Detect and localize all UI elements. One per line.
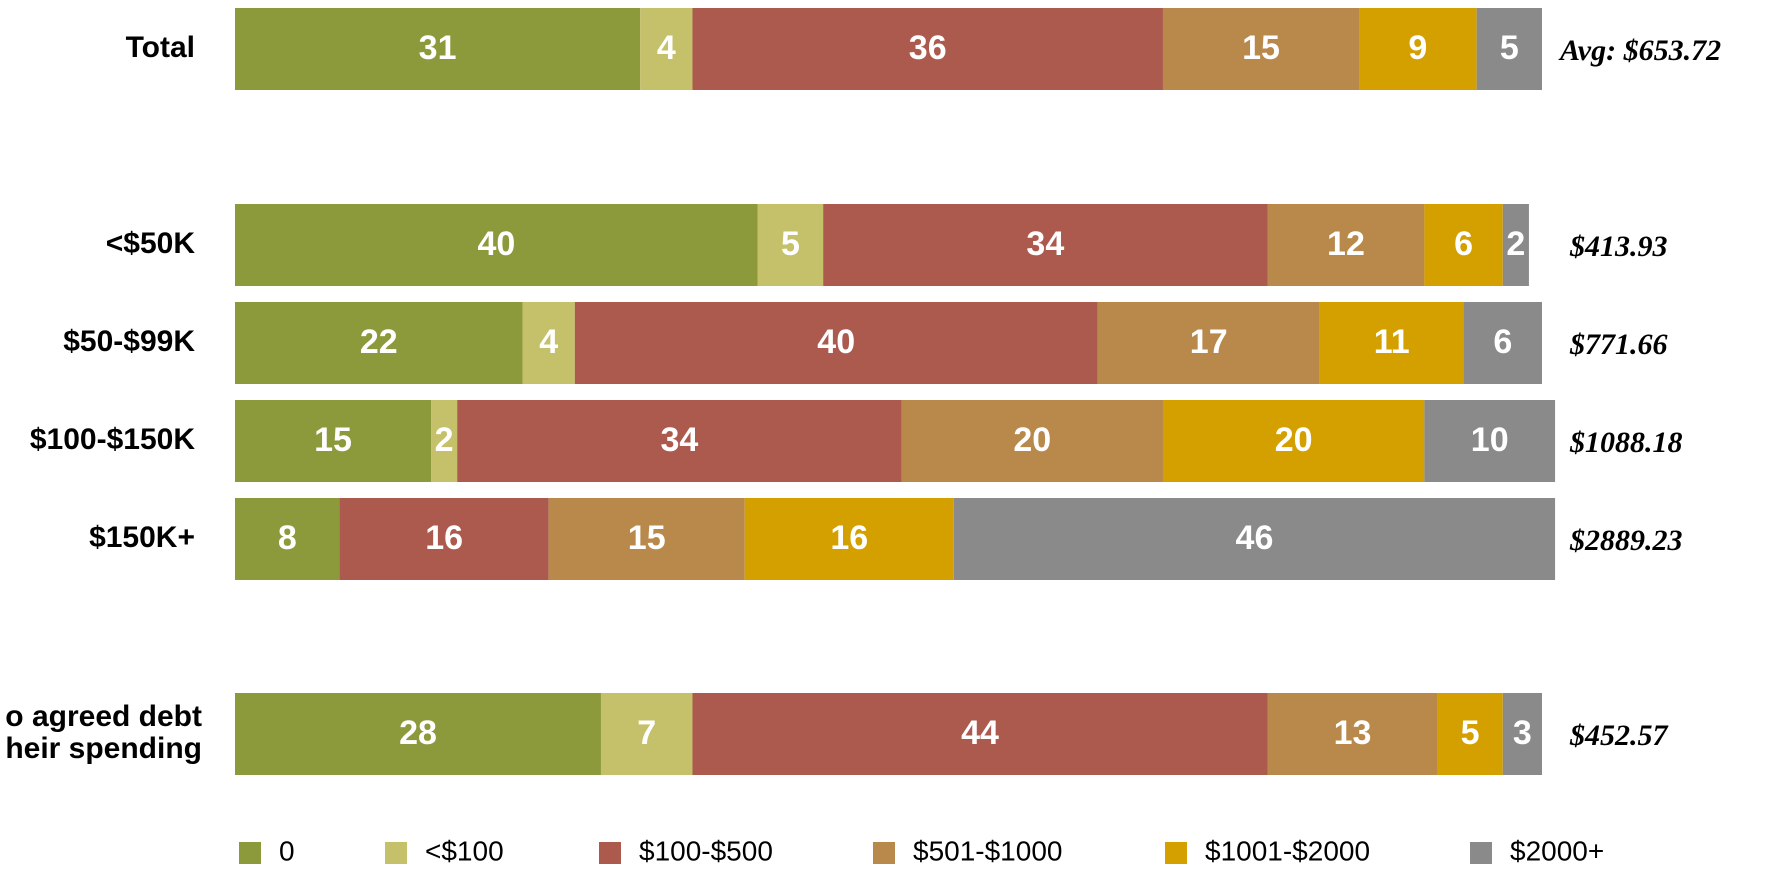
bar-segment: [431, 400, 458, 482]
category-label: o agreed debt heir spending: [5, 700, 202, 765]
legend-label: $100-$500: [639, 835, 773, 866]
annotation: $452.57: [1569, 719, 1669, 752]
legend-label: <$100: [425, 835, 504, 866]
value-label: 6: [1493, 323, 1512, 361]
bar-segment: [457, 400, 902, 482]
bar-segment: [574, 302, 1098, 384]
legend-swatch: [599, 842, 621, 864]
bar-segment: [1162, 8, 1360, 90]
bar-segment: [692, 8, 1163, 90]
value-label: 40: [477, 225, 515, 263]
value-label: 11: [1374, 323, 1410, 361]
bar-segment: [901, 400, 1163, 482]
bar-segment: [600, 693, 693, 775]
value-label: 5: [1461, 714, 1480, 752]
value-label: 5: [781, 225, 800, 263]
value-label: 2: [1506, 225, 1525, 263]
value-label: 5: [1500, 29, 1519, 67]
category-label: $150K+: [89, 521, 195, 554]
bar-segment: [235, 204, 758, 286]
bar-segment: [1476, 8, 1542, 90]
bar-segment: [1267, 204, 1425, 286]
bar-segment: [953, 498, 1556, 580]
legend-swatch: [1165, 842, 1187, 864]
bar-segment: [640, 8, 693, 90]
value-label: 13: [1334, 714, 1372, 752]
category-label: $50-$99K: [63, 325, 195, 358]
value-label: 10: [1471, 421, 1509, 459]
category-label: $100-$150K: [30, 423, 195, 456]
value-label: 28: [399, 714, 437, 752]
annotation: $1088.18: [1569, 426, 1683, 459]
legend-swatch: [873, 842, 895, 864]
bar-segment: [235, 498, 340, 580]
bar-segment: [744, 498, 954, 580]
bar-segment: [1463, 302, 1542, 384]
legend-swatch: [239, 842, 261, 864]
value-label: 2: [435, 421, 454, 459]
bar-segment: [1267, 693, 1438, 775]
bar-segment: [1162, 400, 1425, 482]
legend-label: 0: [279, 835, 295, 866]
bar-segment: [692, 693, 1268, 775]
value-label: 16: [425, 519, 463, 557]
annotation: $771.66: [1569, 328, 1668, 361]
legend-swatch: [385, 842, 407, 864]
bar-segment: [522, 302, 575, 384]
value-label: 15: [628, 519, 666, 557]
value-label: 7: [637, 714, 656, 752]
category-label: <$50K: [106, 227, 196, 260]
value-label: 4: [539, 323, 558, 361]
value-label: 40: [817, 323, 855, 361]
value-label: 46: [1236, 519, 1274, 557]
bar-segment: [1502, 204, 1529, 286]
legend-label: $1001-$2000: [1205, 835, 1370, 866]
bar-segment: [1097, 302, 1320, 384]
value-label: 17: [1190, 323, 1228, 361]
annotation: Avg: $653.72: [1558, 34, 1721, 67]
value-label: 4: [657, 29, 676, 67]
value-label: 12: [1327, 225, 1365, 263]
bar-segment: [235, 8, 641, 90]
annotation: $413.93: [1569, 230, 1668, 263]
value-label: 34: [660, 421, 698, 459]
legend-swatch: [1470, 842, 1492, 864]
bar-segment: [235, 693, 601, 775]
bar-segment: [1424, 204, 1503, 286]
bar-segment: [1424, 400, 1556, 482]
value-label: 36: [909, 29, 947, 67]
value-label: 15: [1242, 29, 1280, 67]
bar-segment: [1502, 693, 1542, 775]
bar-segment: [823, 204, 1268, 286]
value-label: 22: [360, 323, 398, 361]
value-label: 20: [1013, 421, 1051, 459]
legend-label: $2000+: [1510, 835, 1604, 866]
value-label: 9: [1408, 29, 1427, 67]
value-label: 6: [1454, 225, 1473, 263]
annotation: $2889.23: [1569, 524, 1683, 557]
bar-segment: [235, 400, 432, 482]
legend-label: $501-$1000: [913, 835, 1062, 866]
bar-segment: [757, 204, 824, 286]
value-label: 44: [961, 714, 999, 752]
bar-segment: [548, 498, 745, 580]
bar-segment: [339, 498, 549, 580]
value-label: 20: [1275, 421, 1313, 459]
value-label: 8: [278, 519, 297, 557]
value-label: 16: [830, 519, 868, 557]
bar-segment: [1437, 693, 1503, 775]
value-label: 34: [1026, 225, 1064, 263]
value-label: 3: [1513, 714, 1532, 752]
bar-segment: [1359, 8, 1477, 90]
bar-segment: [1319, 302, 1464, 384]
value-label: 31: [419, 29, 457, 67]
bar-segment: [235, 302, 523, 384]
category-label: Total: [126, 31, 195, 64]
value-label: 15: [314, 421, 352, 459]
